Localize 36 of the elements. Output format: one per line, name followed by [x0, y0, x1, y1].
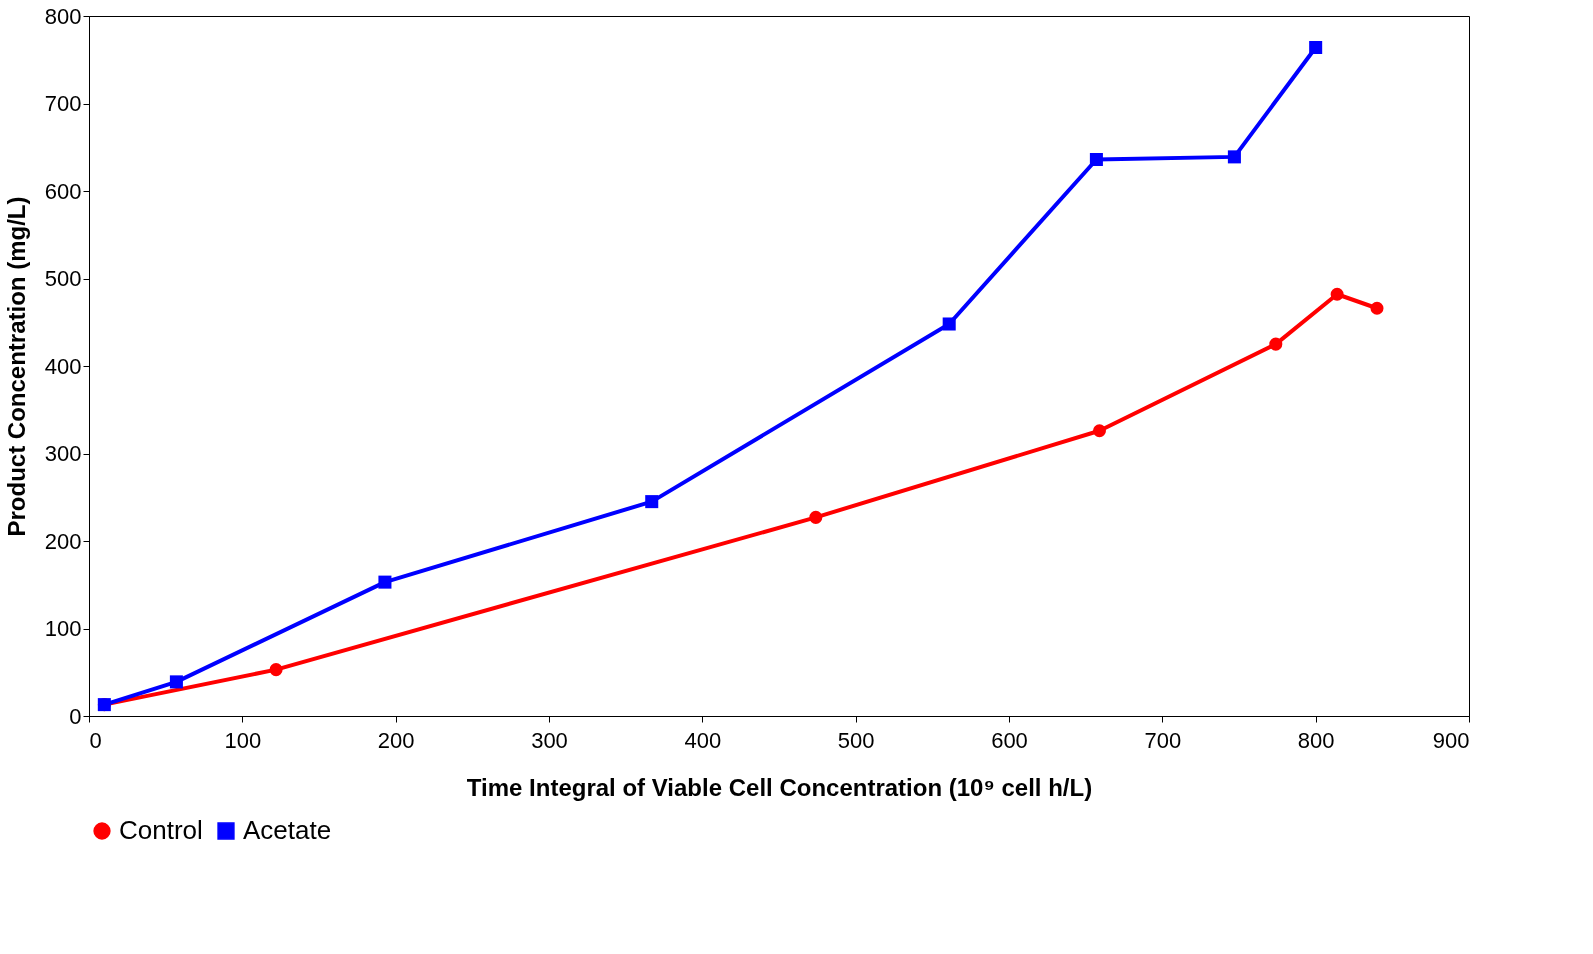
y-tick-label: 200 [44, 528, 82, 554]
x-axis-title: Time Integral of Viable Cell Concentration (10⁹ cell h/L) [466, 773, 1093, 801]
point [1092, 424, 1106, 438]
point [1089, 152, 1103, 167]
x-tick-label: 800 [1297, 727, 1335, 753]
x-tick-label: 400 [684, 727, 722, 753]
x-tick-label: 0 [89, 727, 102, 753]
point [269, 663, 283, 677]
point [809, 510, 823, 524]
point [1370, 301, 1384, 315]
point [169, 675, 183, 689]
y-tick-label: 400 [44, 353, 82, 379]
y-axis-title: Product Concentration (mg/L) [2, 196, 30, 537]
point [645, 495, 659, 509]
y-tick-label: 800 [44, 3, 82, 29]
x-tick-label: 600 [991, 727, 1028, 753]
point [1330, 287, 1344, 301]
y-tick-label: 600 [44, 178, 82, 204]
point [1269, 337, 1283, 351]
x-tick-label: 300 [531, 727, 568, 753]
point [942, 317, 956, 331]
y-tick-label: 0 [69, 703, 82, 729]
x-tick-label: 500 [837, 727, 875, 753]
y-tick-label: 300 [44, 441, 82, 466]
y-tick-label: 500 [44, 266, 82, 291]
y-tick-label: 100 [44, 616, 82, 641]
point [378, 575, 392, 589]
y-tick-label: 700 [44, 91, 82, 116]
point [1309, 40, 1323, 55]
x-tick-label: 900 [1432, 727, 1470, 753]
legend-label: Control [119, 815, 203, 845]
x-tick-label: 100 [224, 727, 262, 753]
point [1227, 150, 1241, 164]
x-tick-label: 200 [377, 727, 415, 753]
legend-label: Acetate [243, 815, 332, 845]
x-tick-label: 700 [1144, 727, 1182, 753]
